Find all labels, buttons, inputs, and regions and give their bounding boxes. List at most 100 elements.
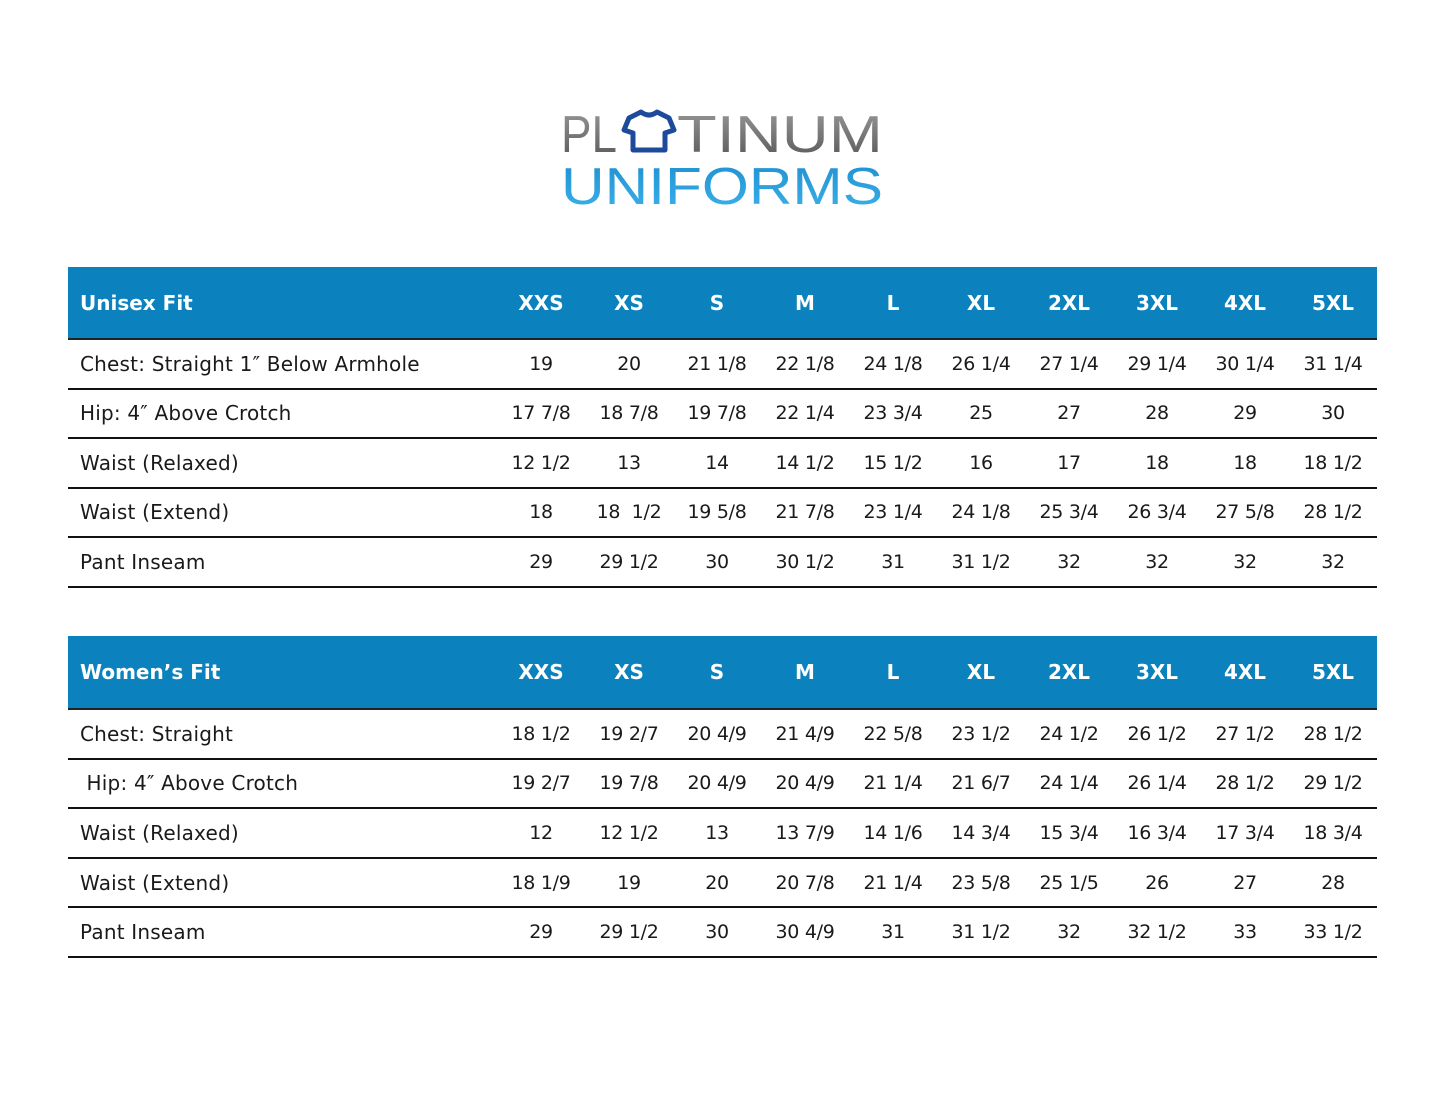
- table-row: Hip: 4″ Above Crotch 17 7/8 18 7/8 19 7/8 22…: [68, 388, 1377, 439]
- measurement-value: 16: [937, 438, 1025, 489]
- measurement-value: 16 3/4: [1113, 808, 1201, 859]
- measurement-label: Waist (Extend): [68, 487, 497, 538]
- measurement-value: 32: [1025, 907, 1113, 958]
- size-header: XL: [937, 636, 1025, 710]
- table-header-row: Women’s Fit XXS XS S M L XL 2XL 3XL 4XL 5XL: [68, 636, 1377, 710]
- measurement-value: 23 1/2: [937, 709, 1025, 760]
- measurement-label: Waist (Relaxed): [68, 438, 497, 489]
- size-header: 3XL: [1113, 267, 1201, 340]
- measurement-value: 18 7/8: [585, 388, 673, 439]
- measurement-value: 29 1/2: [585, 537, 673, 588]
- measurement-value: 14 3/4: [937, 808, 1025, 859]
- measurement-value: 25: [937, 388, 1025, 439]
- measurement-value: 21 7/8: [761, 487, 849, 538]
- measurement-value: 18 3/4: [1289, 808, 1377, 859]
- unisex-fit-table: Unisex Fit XXS XS S M L XL 2XL 3XL 4XL 5XL Chest: …: [68, 267, 1377, 588]
- size-header: M: [761, 267, 849, 340]
- size-header: L: [849, 636, 937, 710]
- size-header: 5XL: [1289, 267, 1377, 340]
- measurement-value: 12: [497, 808, 585, 859]
- measurement-label: Waist (Relaxed): [68, 808, 497, 859]
- measurement-value: 23 5/8: [937, 857, 1025, 909]
- size-header: XS: [585, 267, 673, 340]
- measurement-value: 19 7/8: [585, 758, 673, 810]
- size-header: M: [761, 636, 849, 710]
- measurement-value: 26 1/2: [1113, 709, 1201, 760]
- measurement-value: 18 1/2: [1289, 438, 1377, 489]
- measurement-value: 30: [673, 907, 761, 958]
- measurement-value: 26 3/4: [1113, 487, 1201, 538]
- size-header: S: [673, 636, 761, 710]
- measurement-value: 19 7/8: [673, 388, 761, 439]
- svg-text:PL: PL: [561, 106, 617, 164]
- table-row: Waist (Relaxed) 12 12 1/2 13 13 7/9 14 1/6 14 …: [68, 808, 1377, 859]
- measurement-value: 29 1/2: [1289, 758, 1377, 810]
- measurement-value: 15 3/4: [1025, 808, 1113, 859]
- measurement-value: 20: [673, 857, 761, 909]
- measurement-value: 29 1/2: [585, 907, 673, 958]
- measurement-value: 28 1/2: [1289, 709, 1377, 760]
- measurement-label: Hip: 4″ Above Crotch: [68, 388, 497, 439]
- measurement-value: 20 7/8: [761, 857, 849, 909]
- measurement-value: 18 1/9: [497, 857, 585, 909]
- measurement-value: 31 1/2: [937, 907, 1025, 958]
- table-row: Waist (Relaxed) 12 1/2 13 14 14 1/2 15 1/2 16 1…: [68, 438, 1377, 489]
- size-header: XXS: [497, 636, 585, 710]
- measurement-value: 27 1/4: [1025, 339, 1113, 390]
- measurement-label: Chest: Straight: [68, 709, 497, 760]
- measurement-value: 28 1/2: [1201, 758, 1289, 810]
- measurement-value: 18: [1201, 438, 1289, 489]
- measurement-value: 12 1/2: [585, 808, 673, 859]
- size-header: 2XL: [1025, 267, 1113, 340]
- table-row: Chest: Straight 18 1/2 19 2/7 20 4/9 21 4/9 2…: [68, 709, 1377, 760]
- measurement-value: 20: [585, 339, 673, 390]
- measurement-value: 13: [585, 438, 673, 489]
- size-header: 2XL: [1025, 636, 1113, 710]
- measurement-value: 22 1/8: [761, 339, 849, 390]
- logo-graphic: PL TINUM UNIFORMS: [561, 106, 883, 216]
- size-header: 4XL: [1201, 267, 1289, 340]
- measurement-value: 32 1/2: [1113, 907, 1201, 958]
- measurement-value: 17 7/8: [497, 388, 585, 439]
- measurement-value: 21 1/4: [849, 857, 937, 909]
- measurement-value: 17: [1025, 438, 1113, 489]
- measurement-value: 32: [1025, 537, 1113, 588]
- measurement-value: 25 1/5: [1025, 857, 1113, 909]
- measurement-value: 27: [1025, 388, 1113, 439]
- measurement-value: 23 3/4: [849, 388, 937, 439]
- measurement-value: 33: [1201, 907, 1289, 958]
- svg-text:TINUM: TINUM: [677, 106, 883, 164]
- platinum-uniforms-logo: PL TINUM UNIFORMS: [555, 104, 895, 216]
- measurement-value: 22 5/8: [849, 709, 937, 760]
- measurement-label: Waist (Extend): [68, 857, 497, 909]
- measurement-value: 20 4/9: [673, 758, 761, 810]
- table-row: Waist (Extend) 18 18 1/2 19 5/8 21 7/8 23 1/4…: [68, 487, 1377, 538]
- t-shirt-icon: [621, 109, 677, 153]
- size-header: XS: [585, 636, 673, 710]
- measurement-value: 22 1/4: [761, 388, 849, 439]
- table-title: Women’s Fit: [68, 636, 497, 710]
- measurement-value: 27 1/2: [1201, 709, 1289, 760]
- measurement-value: 33 1/2: [1289, 907, 1377, 958]
- measurement-value: 26: [1113, 857, 1201, 909]
- measurement-value: 18: [1113, 438, 1201, 489]
- measurement-value: 30: [1289, 388, 1377, 439]
- measurement-value: 26 1/4: [937, 339, 1025, 390]
- measurement-value: 19: [585, 857, 673, 909]
- table-header-row: Unisex Fit XXS XS S M L XL 2XL 3XL 4XL 5XL: [68, 267, 1377, 340]
- measurement-value: 21 4/9: [761, 709, 849, 760]
- measurement-value: 27: [1201, 857, 1289, 909]
- measurement-value: 24 1/4: [1025, 758, 1113, 810]
- measurement-value: 31 1/2: [937, 537, 1025, 588]
- measurement-value: 19 5/8: [673, 487, 761, 538]
- measurement-value: 30 4/9: [761, 907, 849, 958]
- size-header: 3XL: [1113, 636, 1201, 710]
- measurement-value: 24 1/2: [1025, 709, 1113, 760]
- measurement-value: 28: [1113, 388, 1201, 439]
- measurement-label: Chest: Straight 1″ Below Armhole: [68, 339, 497, 390]
- size-header: 4XL: [1201, 636, 1289, 710]
- table-row: Hip: 4″ Above Crotch 19 2/7 19 7/8 20 4/9 20…: [68, 758, 1377, 810]
- measurement-label: Pant Inseam: [68, 907, 497, 958]
- measurement-value: 32: [1113, 537, 1201, 588]
- measurement-value: 18 1/2: [585, 487, 673, 538]
